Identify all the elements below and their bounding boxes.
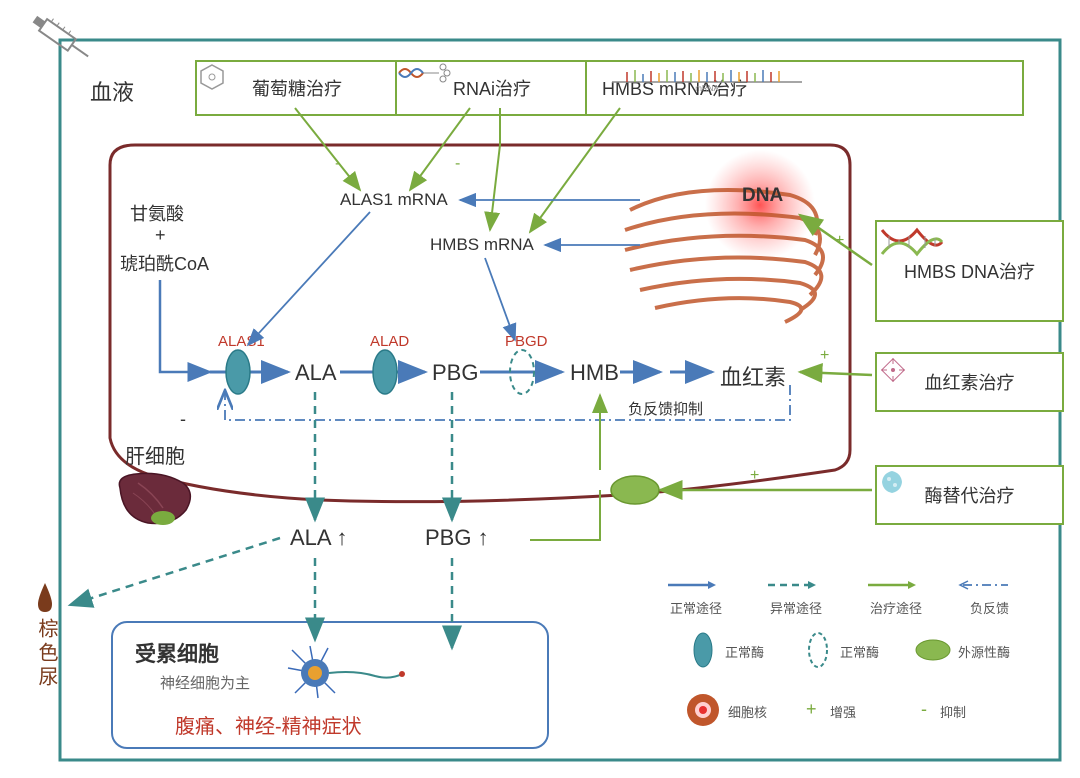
svg-text:+: + bbox=[820, 347, 829, 364]
legend-normal-path: 正常途径 bbox=[670, 598, 722, 617]
legend-nucleus: 细胞核 bbox=[728, 702, 767, 721]
legend-normal-enzyme: 正常酶 bbox=[725, 642, 764, 661]
dna-label: DNA bbox=[742, 185, 783, 207]
svg-text:-: - bbox=[180, 409, 186, 429]
legend-abnormal-path: 异常途径 bbox=[770, 598, 822, 617]
legend-inhibit: 抑制 bbox=[940, 702, 966, 721]
svg-text:-: - bbox=[335, 155, 340, 172]
legend-neg-feedback: 负反馈 bbox=[970, 598, 1009, 617]
svg-text:-: - bbox=[455, 155, 460, 172]
legend-enhance: 增强 bbox=[830, 702, 856, 721]
svg-text:-: - bbox=[921, 699, 927, 719]
legend-treat-path: 治疗途径 bbox=[870, 598, 922, 617]
svg-text:+: + bbox=[806, 699, 817, 719]
diagram-canvas: 血液 葡萄糖治疗 RNAi治疗 HMBS mRNA治疗 mRNA HMBS DN… bbox=[0, 0, 1080, 778]
legend-normal-enzyme2: 正常酶 bbox=[840, 642, 879, 661]
legend-exogenous-enzyme: 外源性酶 bbox=[958, 642, 1010, 661]
svg-text:+: + bbox=[835, 232, 844, 249]
svg-text:+: + bbox=[750, 467, 759, 484]
